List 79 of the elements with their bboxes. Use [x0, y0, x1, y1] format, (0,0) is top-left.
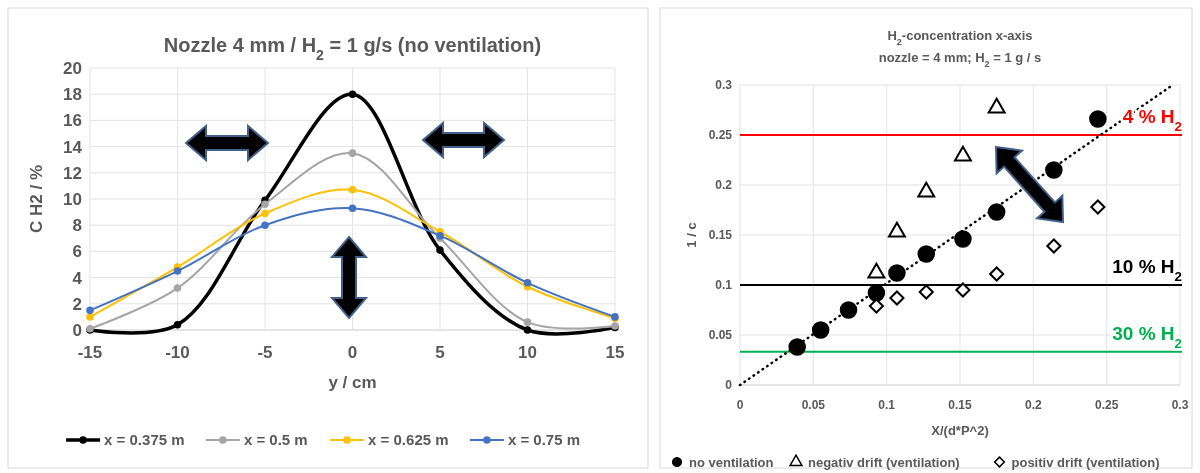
y-tick-label: 20: [63, 58, 82, 78]
chart-subtitle: nozzle = 4 mm; H$_{2}$ = 1 g / s: [878, 50, 1042, 69]
y-tick-label: 18: [63, 85, 82, 105]
point: [523, 318, 532, 326]
point: [918, 284, 934, 300]
x-tick-label: 0: [347, 343, 358, 362]
legend-label: x = 0.5 m: [243, 431, 308, 449]
x-tick-label: -10: [165, 343, 190, 362]
x-tick-label: -15: [77, 343, 103, 362]
x-tick-label: 15: [605, 343, 625, 362]
legend-label: negativ drift (ventilation): [808, 454, 960, 470]
y-tick-label: 0.2: [715, 178, 733, 193]
y-axis-title: 1 / c: [684, 222, 699, 248]
point: [955, 282, 971, 298]
x-tick-label: 0.25: [1094, 398, 1119, 412]
y-tick-label: 0: [725, 378, 733, 393]
y-tick-label: 2: [72, 294, 82, 314]
ref-line-label: 10 % H$_{2}$: [1112, 256, 1182, 284]
y-tick-label: 14: [63, 137, 83, 157]
point: [348, 149, 357, 157]
x-tick-label: 10: [518, 343, 537, 362]
point: [1090, 199, 1106, 215]
y-tick-label: 0.05: [708, 328, 733, 343]
x-tick-label: 0.2: [1024, 398, 1042, 412]
x-tick-label: 0.3: [1171, 398, 1189, 412]
y-tick-label: 0.25: [708, 128, 733, 143]
y-axis-title: C H2 / %: [27, 164, 46, 234]
point: [987, 203, 1006, 221]
point: [1046, 238, 1062, 254]
point: [261, 200, 269, 209]
point: [86, 313, 94, 321]
x-tick-label: 0.1: [878, 398, 896, 412]
point: [989, 266, 1005, 282]
legend-label: positiv drift (ventilation): [1011, 454, 1160, 470]
y-tick-label: 8: [72, 216, 82, 236]
point: [1045, 161, 1063, 179]
point: [917, 245, 936, 263]
y-tick-label: 0: [72, 320, 82, 340]
y-tick-label: 10: [63, 189, 82, 209]
point: [173, 320, 182, 329]
x-tick-label: 0.05: [801, 398, 826, 412]
x-axis-title: y / cm: [328, 373, 377, 392]
legend-label: x = 0.375 m: [104, 431, 185, 449]
legend-label: no ventilation: [689, 454, 774, 470]
point: [888, 264, 906, 282]
x-tick-label: -5: [257, 343, 273, 362]
point: [1089, 110, 1107, 128]
point: [348, 186, 357, 194]
legend-label: x = 0.625 m: [368, 431, 449, 449]
y-tick-label: 0.15: [708, 228, 733, 243]
point: [523, 326, 532, 334]
chart-title: Nozzle 4 mm / H$_{2}$ = 1 g/s (no ventilation): [163, 34, 542, 63]
y-tick-label: 0.1: [715, 278, 733, 293]
point: [348, 204, 357, 212]
y-tick-label: 16: [63, 111, 82, 131]
point: [261, 221, 269, 229]
point: [954, 230, 972, 248]
y-tick-label: 0.3: [715, 78, 733, 93]
point: [173, 267, 182, 275]
legend-label: x = 0.75 m: [507, 431, 581, 449]
y-tick-label: 4: [72, 268, 83, 288]
point: [839, 301, 858, 319]
point: [261, 209, 269, 218]
point: [348, 90, 357, 98]
point: [86, 306, 94, 315]
point: [173, 284, 182, 292]
point: [523, 279, 532, 287]
y-tick-label: 12: [63, 163, 82, 183]
point: [788, 338, 806, 356]
x-tick-label: 5: [435, 343, 445, 362]
y-tick-label: 6: [72, 242, 82, 262]
chart-title: H$_{2}$-concentration x-axis: [887, 28, 1033, 47]
x-tick-label: 0: [736, 398, 744, 412]
point: [436, 246, 444, 254]
x-axis-title: X/(d*P^2): [931, 423, 989, 438]
x-tick-label: 0.15: [948, 398, 972, 412]
point: [889, 290, 905, 306]
point: [811, 321, 830, 339]
ref-line-label: 30 % H$_{2}$: [1112, 322, 1182, 351]
